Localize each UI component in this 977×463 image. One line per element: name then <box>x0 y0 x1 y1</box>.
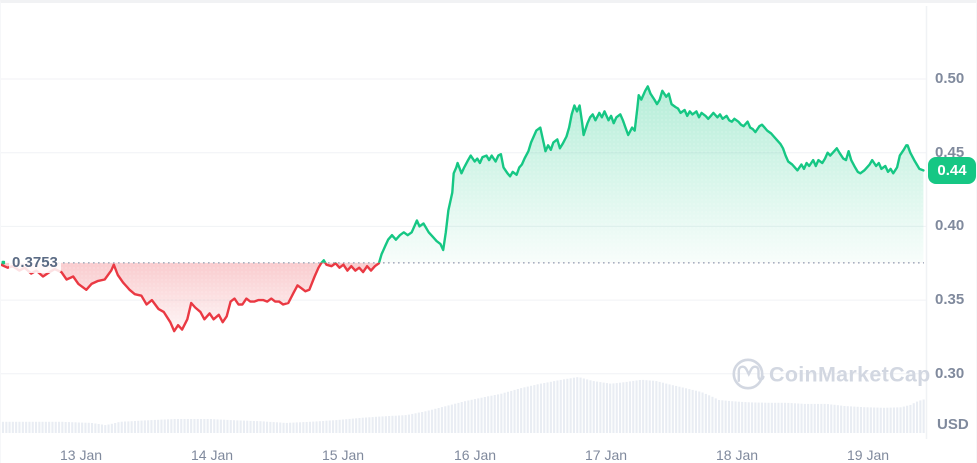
price-line-down <box>1 262 381 333</box>
y-tick-label: 0.30 <box>935 365 965 382</box>
x-tick-label: 18 Jan <box>715 447 759 463</box>
currency-unit-label: USD <box>937 416 969 433</box>
price-line-up <box>319 85 925 263</box>
x-tick-label: 14 Jan <box>190 447 234 463</box>
y-tick-label: 0.40 <box>935 217 965 234</box>
baseline-start-tick <box>1 260 6 265</box>
x-tick-label: 15 Jan <box>321 447 365 463</box>
y-tick-label: 0.35 <box>935 291 965 308</box>
y-tick-label: 0.50 <box>935 70 965 87</box>
coinmarketcap-watermark: CoinMarketCap <box>732 358 931 390</box>
y-tick-label: 0.45 <box>935 144 965 161</box>
coinmarketcap-logo-icon <box>732 358 764 390</box>
x-tick-label: 17 Jan <box>584 447 628 463</box>
x-tick-label: 16 Jan <box>453 447 497 463</box>
volume-bars <box>1 377 925 433</box>
logo-m-glyph <box>737 365 765 382</box>
baseline-price-label: 0.3753 <box>9 252 61 273</box>
price-chart-canvas[interactable]: CoinMarketCap <box>1 3 977 463</box>
x-tick-label: 13 Jan <box>59 447 103 463</box>
fill-dot-texture <box>1 86 924 332</box>
x-tick-label: 19 Jan <box>846 447 890 463</box>
watermark-text: CoinMarketCap <box>769 363 931 387</box>
current-price-badge: 0.44 <box>928 157 976 184</box>
